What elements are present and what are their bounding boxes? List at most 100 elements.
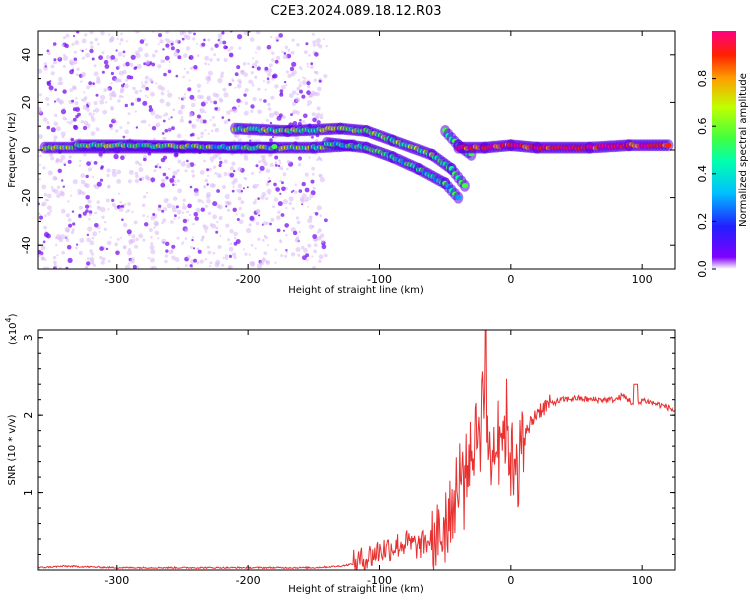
- noise-speckle: [228, 82, 232, 87]
- noise-speckle: [88, 112, 92, 116]
- noise-speckle: [119, 42, 122, 45]
- noise-speckle: [119, 200, 122, 204]
- noise-speckle: [98, 230, 101, 233]
- noise-speckle: [279, 161, 282, 165]
- noise-speckle: [46, 205, 52, 211]
- noise-speckle: [170, 220, 174, 224]
- noise-speckle: [299, 118, 302, 122]
- noise-speckle: [290, 191, 293, 193]
- noise-speckle: [42, 166, 46, 170]
- noise-speckle: [165, 249, 169, 253]
- noise-speckle: [183, 93, 187, 96]
- noise-speckle: [222, 87, 227, 92]
- noise-speckle: [38, 249, 42, 255]
- noise-speckle: [150, 215, 155, 221]
- noise-speckle: [161, 178, 166, 183]
- noise-speckle: [43, 225, 47, 230]
- noise-speckle: [154, 165, 158, 169]
- noise-speckle: [101, 257, 106, 262]
- noise-speckle: [54, 236, 58, 240]
- noise-speckle: [47, 170, 53, 176]
- noise-speckle: [151, 62, 156, 67]
- noise-speckle: [54, 88, 57, 92]
- noise-speckle: [189, 133, 193, 137]
- noise-speckle: [75, 246, 78, 250]
- noise-speckle: [89, 48, 94, 54]
- noise-speckle: [128, 242, 131, 245]
- noise-speckle: [115, 49, 118, 52]
- noise-speckle: [106, 240, 112, 246]
- noise-speckle: [310, 65, 314, 69]
- noise-speckle: [145, 43, 149, 47]
- noise-speckle: [235, 239, 241, 244]
- noise-speckle: [210, 47, 214, 51]
- noise-speckle: [109, 36, 115, 42]
- snr-line: [38, 330, 675, 570]
- noise-speckle: [229, 166, 235, 171]
- noise-speckle: [123, 245, 126, 249]
- noise-speckle: [124, 129, 129, 134]
- noise-speckle: [166, 203, 172, 209]
- noise-speckle: [38, 215, 44, 220]
- noise-speckle: [196, 54, 200, 57]
- noise-speckle: [257, 87, 261, 91]
- noise-speckle: [246, 186, 249, 189]
- noise-speckle: [209, 261, 213, 265]
- snr-frame: [37, 329, 676, 571]
- spectrogram-ytick-label: 0: [20, 147, 33, 154]
- noise-speckle: [307, 205, 310, 208]
- noise-speckle: [297, 158, 300, 161]
- noise-speckle: [204, 258, 208, 261]
- noise-speckle: [271, 136, 275, 139]
- noise-speckle: [92, 82, 95, 85]
- noise-speckle: [201, 235, 205, 239]
- noise-speckle: [164, 259, 168, 264]
- noise-speckle: [280, 213, 285, 217]
- noise-speckle: [143, 62, 147, 66]
- noise-speckle: [165, 176, 169, 180]
- noise-speckle: [90, 252, 95, 256]
- ridge-core: [271, 144, 278, 150]
- noise-speckle: [125, 40, 128, 43]
- noise-speckle: [157, 43, 160, 46]
- noise-speckle: [257, 237, 261, 241]
- noise-speckle: [212, 183, 216, 188]
- noise-speckle: [144, 222, 149, 227]
- noise-speckle: [312, 43, 316, 48]
- noise-speckle: [274, 248, 278, 251]
- noise-speckle: [314, 243, 318, 247]
- noise-speckle: [85, 174, 89, 179]
- noise-speckle: [285, 83, 288, 87]
- noise-speckle: [47, 51, 51, 55]
- noise-speckle: [41, 184, 47, 190]
- noise-speckle: [200, 131, 205, 136]
- noise-speckle: [199, 259, 204, 264]
- noise-speckle: [71, 210, 75, 213]
- noise-speckle: [193, 32, 196, 36]
- noise-speckle: [151, 126, 157, 131]
- noise-speckle: [89, 31, 94, 35]
- noise-speckle: [176, 179, 180, 183]
- noise-speckle: [295, 216, 300, 220]
- noise-speckle: [307, 100, 312, 105]
- noise-speckle: [233, 256, 237, 260]
- noise-speckle: [65, 213, 70, 218]
- noise-speckle: [184, 228, 189, 233]
- noise-speckle: [146, 215, 149, 218]
- noise-speckle: [90, 45, 94, 49]
- noise-speckle: [97, 42, 100, 46]
- noise-speckle: [106, 173, 110, 178]
- noise-speckle: [267, 107, 272, 111]
- colorbar-ticks: 0.0 0.2 0.4 0.6 0.8: [696, 70, 716, 278]
- noise-speckle: [135, 31, 140, 34]
- noise-speckle: [319, 214, 323, 217]
- noise-speckle: [168, 60, 171, 63]
- noise-speckle: [65, 33, 70, 38]
- noise-speckle: [79, 237, 85, 243]
- noise-speckle: [154, 230, 160, 236]
- noise-speckle: [127, 112, 131, 116]
- noise-speckle: [297, 78, 301, 82]
- noise-speckle: [217, 245, 222, 249]
- noise-speckle: [273, 197, 279, 202]
- noise-speckle: [263, 234, 267, 238]
